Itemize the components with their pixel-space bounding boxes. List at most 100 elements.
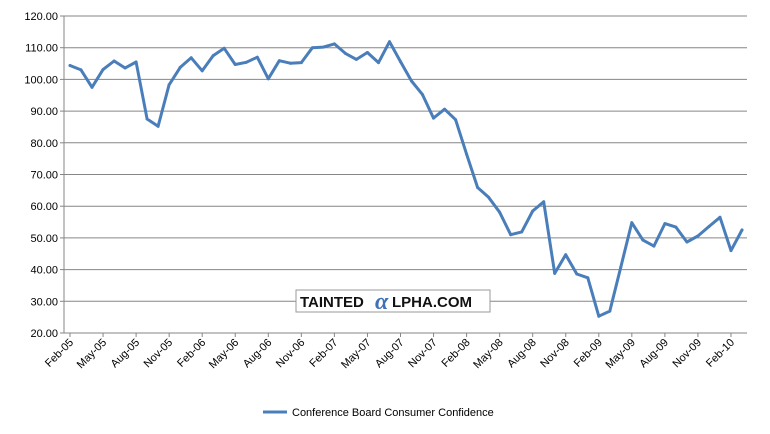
data-point bbox=[630, 221, 634, 225]
data-point bbox=[167, 83, 171, 87]
data-point bbox=[288, 61, 292, 65]
data-point bbox=[101, 68, 105, 72]
data-point bbox=[233, 63, 237, 66]
data-point bbox=[332, 42, 336, 46]
gridlines bbox=[64, 15, 747, 302]
data-point bbox=[564, 253, 568, 257]
data-point bbox=[432, 116, 435, 120]
x-tick-label: May-09 bbox=[604, 337, 638, 371]
data-point bbox=[487, 195, 491, 199]
legend: Conference Board Consumer Confidence bbox=[263, 407, 494, 419]
data-point bbox=[729, 249, 733, 253]
data-point bbox=[68, 64, 72, 67]
y-tick-label: 110.00 bbox=[25, 43, 58, 55]
y-tick-label: 40.00 bbox=[30, 265, 58, 277]
x-tick-label: May-08 bbox=[471, 337, 505, 371]
series-line bbox=[68, 40, 744, 318]
legend-label: Conference Board Consumer Confidence bbox=[292, 407, 494, 419]
data-point bbox=[652, 244, 656, 248]
data-point bbox=[641, 238, 645, 242]
data-point bbox=[707, 225, 711, 228]
y-tick-label: 120.00 bbox=[24, 11, 58, 23]
y-tick-label: 60.00 bbox=[30, 201, 58, 213]
x-tick-label: Nov-08 bbox=[538, 337, 572, 371]
x-tick-label: May-07 bbox=[339, 337, 373, 371]
data-point bbox=[531, 209, 535, 213]
data-point bbox=[266, 77, 270, 81]
data-point bbox=[222, 46, 226, 50]
data-point bbox=[388, 40, 391, 44]
data-point bbox=[421, 93, 424, 97]
data-point bbox=[674, 225, 678, 229]
data-point bbox=[377, 61, 380, 65]
data-point bbox=[410, 79, 413, 83]
y-tick-label: 50.00 bbox=[30, 233, 58, 245]
y-tick-label: 100.00 bbox=[24, 74, 58, 86]
data-point bbox=[597, 314, 601, 318]
data-point bbox=[79, 68, 83, 72]
x-tick-label: Nov-07 bbox=[406, 337, 440, 371]
data-point bbox=[520, 230, 524, 234]
series-group bbox=[68, 40, 744, 318]
data-point bbox=[399, 60, 402, 64]
data-point bbox=[321, 45, 325, 49]
x-tick-label: Aug-05 bbox=[109, 337, 143, 371]
x-tick-label: Nov-05 bbox=[142, 337, 176, 371]
data-point bbox=[299, 61, 303, 65]
y-tick-label: 70.00 bbox=[30, 170, 58, 182]
y-tick-label: 80.00 bbox=[30, 138, 58, 150]
y-tick-label: 30.00 bbox=[30, 296, 58, 308]
y-tick-labels: 20.00 30.00 40.00 50.00 60.00 70.00 80.00 90.00… bbox=[24, 11, 64, 340]
data-point bbox=[310, 46, 314, 50]
data-point bbox=[608, 309, 612, 313]
data-point bbox=[90, 85, 94, 89]
x-tick-label: Feb-09 bbox=[572, 337, 605, 370]
x-tick-label: Nov-06 bbox=[274, 337, 308, 371]
x-tick-label: Feb-07 bbox=[307, 337, 340, 370]
data-point bbox=[740, 228, 744, 232]
y-tick-label: 90.00 bbox=[30, 106, 58, 118]
data-point bbox=[145, 117, 149, 121]
data-point bbox=[476, 186, 480, 189]
x-tick-label: Aug-09 bbox=[637, 337, 671, 371]
data-point bbox=[255, 55, 259, 59]
data-point bbox=[123, 66, 127, 70]
data-point bbox=[343, 51, 347, 55]
data-point bbox=[189, 56, 193, 60]
data-point bbox=[685, 240, 689, 244]
x-tick-label: Aug-07 bbox=[373, 337, 407, 371]
data-point bbox=[454, 118, 458, 122]
data-point bbox=[277, 59, 281, 63]
watermark-left-text: TAINTED bbox=[300, 294, 364, 311]
data-point bbox=[354, 57, 358, 61]
x-tick-label: Aug-06 bbox=[241, 337, 275, 371]
data-point bbox=[553, 271, 557, 275]
x-tick-label: Feb-08 bbox=[440, 337, 473, 370]
data-point bbox=[663, 222, 667, 226]
x-tick-label: May-05 bbox=[75, 337, 109, 371]
y-tick-label: 20.00 bbox=[30, 328, 58, 340]
data-point bbox=[178, 65, 182, 69]
data-point bbox=[211, 54, 215, 58]
x-tick-label: Feb-06 bbox=[175, 337, 208, 370]
watermark-alpha-glyph: α bbox=[375, 289, 389, 315]
data-point bbox=[509, 233, 513, 237]
x-tick-label: Feb-10 bbox=[704, 337, 737, 370]
data-point bbox=[156, 124, 160, 128]
data-point bbox=[586, 276, 590, 280]
x-tick-label: Feb-05 bbox=[43, 337, 76, 370]
data-point bbox=[244, 60, 248, 64]
x-tick-label: Aug-08 bbox=[505, 337, 539, 371]
data-point bbox=[443, 107, 447, 111]
data-point bbox=[619, 265, 623, 269]
x-tick-label: May-06 bbox=[207, 337, 241, 371]
data-point bbox=[718, 215, 722, 219]
data-point bbox=[575, 272, 579, 276]
x-tick-label: Nov-09 bbox=[670, 337, 704, 371]
watermark-logo: TAINTED α LPHA.COM bbox=[295, 289, 491, 315]
data-point bbox=[498, 210, 502, 214]
data-point bbox=[542, 200, 546, 204]
data-point bbox=[365, 51, 369, 54]
data-point bbox=[134, 60, 138, 64]
